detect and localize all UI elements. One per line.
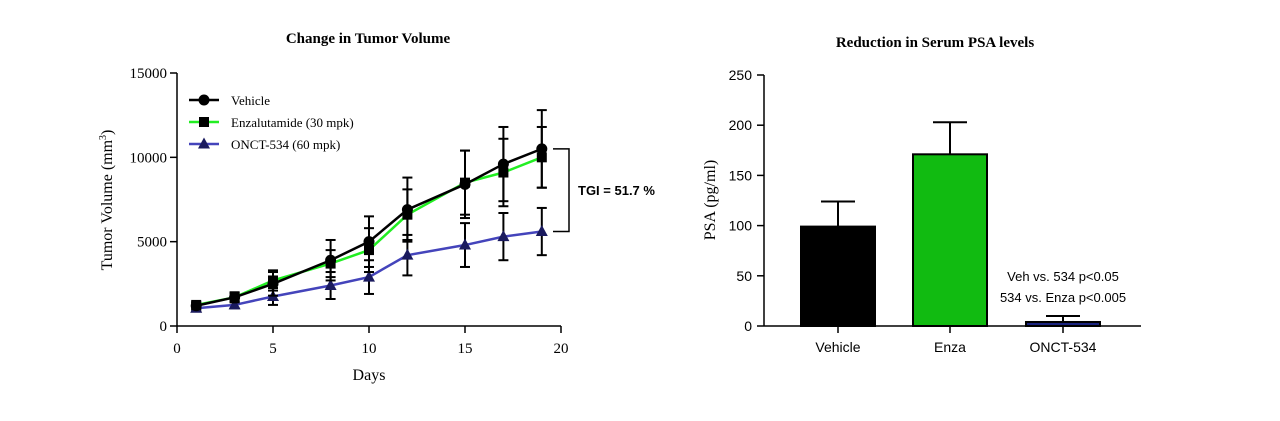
data-point <box>535 225 548 237</box>
bar-y-tick-label: 0 <box>744 318 752 334</box>
bar-y-tick-label: 100 <box>729 218 753 234</box>
legend-label: Enzalutamide (30 mpk) <box>231 115 354 130</box>
line-legend: Vehicle Enzalutamide (30 mpk) ONCT-534 (60… <box>189 93 354 152</box>
bar-vehicle <box>800 225 876 328</box>
line-series <box>190 109 548 313</box>
bar-annotation-1: Veh vs. 534 p<0.05 <box>1007 269 1119 284</box>
data-point <box>459 238 471 250</box>
bar-x-tick-label: Enza <box>934 339 966 355</box>
data-point <box>497 230 510 242</box>
data-point <box>267 278 279 290</box>
bar-annotation-2: 534 vs. Enza p<0.005 <box>1000 290 1126 305</box>
bar-y-tick-label: 250 <box>729 67 753 83</box>
line-y-tick-label: 15000 <box>130 66 168 82</box>
data-point <box>459 178 471 190</box>
data-point <box>190 300 202 312</box>
data-point <box>497 158 509 170</box>
data-point <box>228 298 241 310</box>
bar-y-axis-label: PSA (pg/ml) <box>702 160 719 240</box>
bar-y-tick-label: 150 <box>729 167 753 183</box>
line-x-axis-label: Days <box>353 367 386 384</box>
data-point <box>401 204 413 216</box>
line-x-tick-label: 0 <box>173 341 181 357</box>
data-point <box>536 143 548 155</box>
tgi-annotation: TGI = 51.7 % <box>578 183 655 198</box>
bar-enza <box>912 153 988 327</box>
bar-y-tick-label: 50 <box>736 268 752 284</box>
line-y-tick-label: 5000 <box>137 235 167 251</box>
line-x-tick-label: 15 <box>458 341 473 357</box>
line-y-tick-label: 10000 <box>130 150 168 166</box>
data-point <box>229 291 241 303</box>
line-y-ticks: 0 5000 10000 15000 <box>130 66 177 335</box>
bar-chart-title: Reduction in Serum PSA levels <box>836 35 1035 51</box>
psa-bar-chart: Reduction in Serum PSA levels 0 50 100 150 2… <box>702 35 1141 355</box>
tumor-volume-chart: Change in Tumor Volume 0 5000 10000 15000 0… <box>98 31 655 384</box>
tgi-bracket-line <box>553 148 570 233</box>
bar-y-ticks: 0 50 100 150 200 250 <box>729 67 764 334</box>
tgi-bracket <box>553 148 570 233</box>
line-y-axis-label-close: ) <box>99 130 116 135</box>
line-y-axis-label-main: Tumor Volume (mm <box>99 139 116 270</box>
series-circle <box>190 109 548 312</box>
bar-onct-534 <box>1025 320 1101 328</box>
bar-x-ticks: Vehicle Enza ONCT-534 <box>815 326 1097 355</box>
bar-y-tick-label: 200 <box>729 117 753 133</box>
data-point <box>324 279 337 291</box>
legend-marker <box>198 94 210 106</box>
data-point <box>401 248 414 260</box>
legend-marker <box>198 137 210 149</box>
line-x-ticks: 0 5 10 15 20 <box>173 326 569 357</box>
bar-x-tick-label: ONCT-534 <box>1030 339 1097 355</box>
line-chart-title: Change in Tumor Volume <box>286 31 451 47</box>
data-point <box>363 270 375 282</box>
data-point <box>325 254 337 266</box>
legend-marker <box>199 117 209 127</box>
bar-series <box>800 121 1101 328</box>
line-x-tick-label: 20 <box>554 341 569 357</box>
line-x-tick-label: 5 <box>269 341 277 357</box>
legend-label: ONCT-534 (60 mpk) <box>231 137 340 152</box>
line-y-tick-label: 0 <box>160 319 168 335</box>
line-y-axis-label: Tumor Volume (mm3) <box>98 130 116 271</box>
line-x-tick-label: 10 <box>362 341 377 357</box>
data-point <box>363 236 375 248</box>
legend-label: Vehicle <box>231 93 270 108</box>
line-y-axis-label-sup: 3 <box>98 135 109 140</box>
bar-x-tick-label: Vehicle <box>815 339 860 355</box>
